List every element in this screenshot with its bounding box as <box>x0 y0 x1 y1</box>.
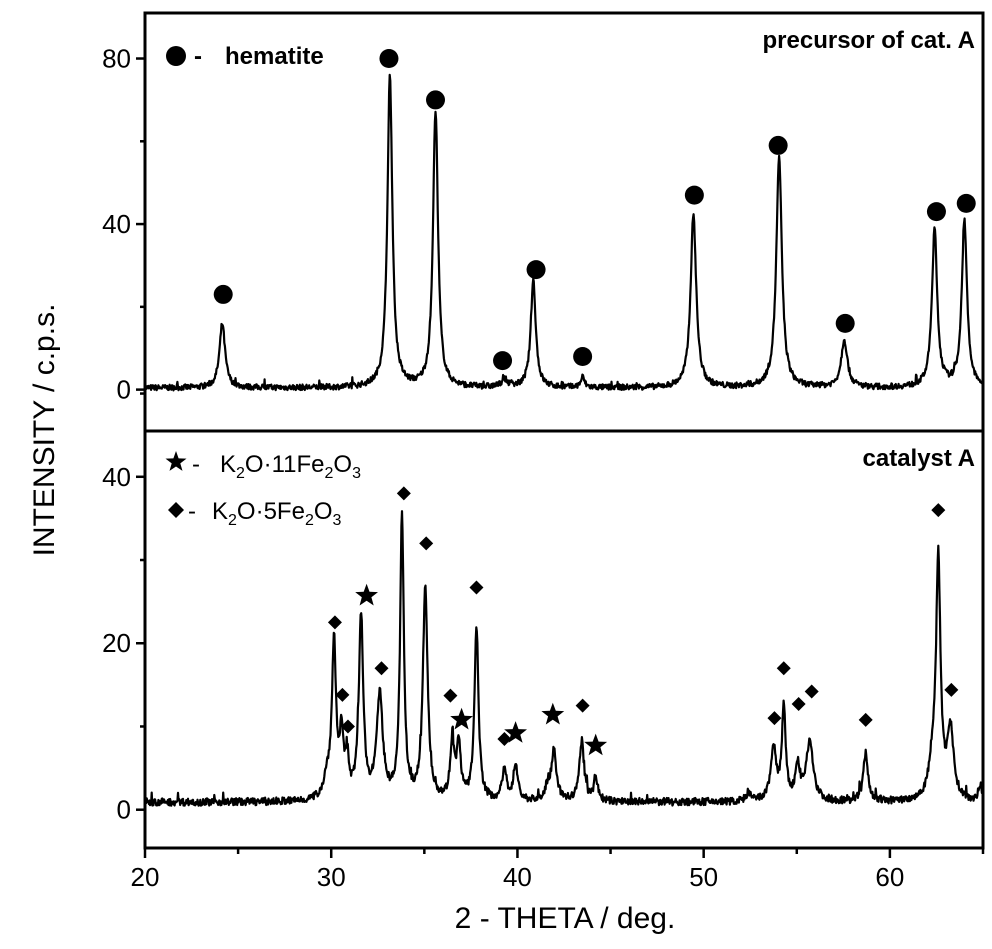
hematite-peak-marker <box>213 284 233 304</box>
k2o-5fe2o3-peak-marker <box>858 712 873 727</box>
hematite-peak-marker <box>684 185 704 205</box>
hematite-peak-marker <box>835 313 855 333</box>
hematite-peak-marker <box>493 351 513 371</box>
k2o-5fe2o3-peak-marker <box>396 486 411 501</box>
legend-star-marker <box>165 451 187 471</box>
legend-hematite-label: hematite <box>225 43 324 70</box>
k2o-11fe2o3-peak-marker <box>450 707 473 730</box>
legend-k11-label: K2O·11Fe2O3 <box>220 451 361 482</box>
k2o-11fe2o3-peak-marker <box>541 702 565 725</box>
legend-bottom: - K2O·11Fe2O3 - K2O·5Fe2O3 <box>165 451 361 529</box>
diffraction-trace-top <box>143 73 984 392</box>
k2o-5fe2o3-peak-marker <box>335 687 350 702</box>
legend-top: - hematite <box>166 43 324 70</box>
hematite-peak-marker <box>379 49 399 69</box>
hematite-peak-marker <box>956 193 976 213</box>
k2o-5fe2o3-peak-marker <box>767 711 782 726</box>
y-tick-label: 0 <box>117 375 131 405</box>
bottom-panel-title: catalyst A <box>863 445 976 472</box>
y-tick-label: 20 <box>102 628 131 658</box>
k2o-5fe2o3-peak-marker <box>469 580 484 595</box>
y-axis-label: INTENSITY / c.p.s. <box>28 304 61 557</box>
k2o-5fe2o3-peak-marker <box>374 661 389 676</box>
x-tick-label: 60 <box>875 862 904 892</box>
k2o-5fe2o3-peak-marker <box>944 682 959 697</box>
x-tick-label: 40 <box>503 862 532 892</box>
plot-frame-bottom <box>143 429 985 850</box>
x-tick-label: 20 <box>131 862 160 892</box>
k2o-5fe2o3-peak-marker <box>575 698 590 713</box>
y-tick-label: 0 <box>117 795 131 825</box>
y-tick-label: 40 <box>102 209 131 239</box>
legend-dash: - <box>194 43 202 70</box>
k2o-5fe2o3-peak-marker <box>443 688 458 703</box>
top-panel-title: precursor of cat. A <box>763 27 976 54</box>
legend-dash: - <box>192 451 200 478</box>
k2o-5fe2o3-peak-marker <box>340 719 355 734</box>
hematite-peak-marker <box>426 90 446 110</box>
k2o-11fe2o3-peak-marker <box>355 583 378 606</box>
k2o-5fe2o3-peak-marker <box>327 615 342 630</box>
hematite-peak-marker <box>573 347 593 367</box>
k2o-11fe2o3-peak-marker <box>504 721 527 743</box>
k2o-5fe2o3-peak-marker <box>791 697 806 712</box>
k2o-11fe2o3-peak-marker <box>584 733 608 756</box>
k2o-5fe2o3-peak-marker <box>776 661 791 676</box>
x-tick-label: 50 <box>689 862 718 892</box>
y-tick-label: 80 <box>102 44 131 74</box>
k2o-5fe2o3-peak-marker <box>804 684 819 699</box>
x-tick-label: 30 <box>317 862 346 892</box>
k2o-5fe2o3-peak-marker <box>419 536 434 551</box>
legend-dash: - <box>188 498 196 525</box>
legend-k5-label: K2O·5Fe2O3 <box>212 498 342 529</box>
k2o-5fe2o3-peak-marker <box>931 503 946 518</box>
diffraction-trace-bottom <box>143 510 984 807</box>
y-tick-label: 40 <box>102 462 131 492</box>
hematite-peak-marker <box>526 260 546 280</box>
legend-diamond-marker <box>168 502 184 518</box>
x-axis-label: 2 - THETA / deg. <box>455 902 676 935</box>
hematite-peak-marker <box>768 135 788 155</box>
plot-frame-top <box>143 11 985 433</box>
legend-circle-marker <box>166 46 186 66</box>
k2o-5fe2o3-peak-marker <box>497 731 512 746</box>
hematite-peak-marker <box>926 202 946 222</box>
